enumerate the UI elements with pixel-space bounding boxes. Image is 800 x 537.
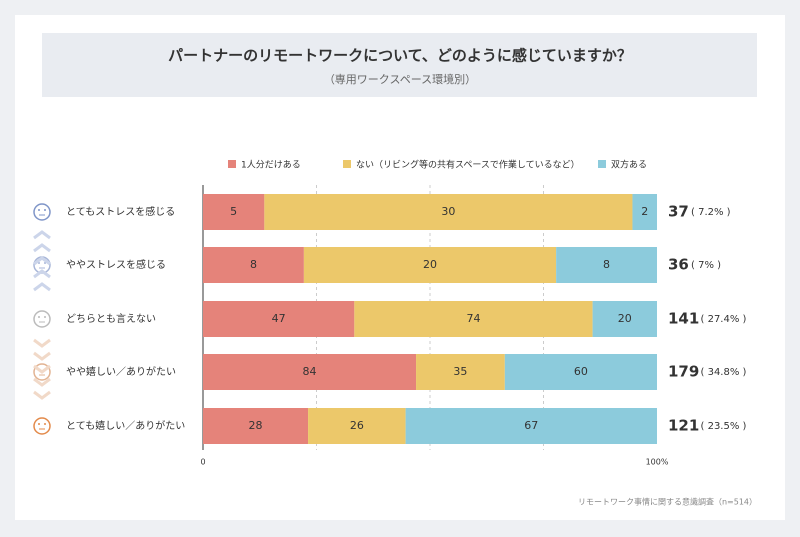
legend-label: 双方ある	[611, 159, 647, 171]
value-label: 67	[524, 419, 538, 432]
chevron	[33, 243, 51, 253]
chevron	[33, 230, 51, 240]
bar-segment	[264, 194, 633, 230]
face-eye	[44, 423, 46, 425]
value-label: 74	[466, 312, 480, 325]
chart-title: パートナーのリモートワークについて、どのように感じていますか？	[168, 47, 632, 65]
face-eye	[44, 316, 46, 318]
bar-segment	[354, 301, 593, 337]
chevron	[33, 377, 51, 387]
legend-swatch	[598, 160, 606, 168]
value-label: 30	[441, 205, 455, 218]
share-label: ( 23.5% )	[701, 421, 747, 432]
value-label: 28	[249, 419, 263, 432]
source: リモートワーク事情に関する意識調査（n=514）	[578, 497, 757, 507]
total-label: 37	[668, 203, 689, 221]
bar-segment	[632, 194, 657, 230]
face-eye	[38, 423, 40, 425]
chevron	[33, 390, 51, 400]
total-label: 179	[668, 363, 699, 381]
bar-segment	[416, 354, 505, 390]
bar-segment	[203, 408, 309, 444]
chevron	[33, 364, 51, 374]
chevron	[33, 351, 51, 361]
bar-segment	[303, 247, 557, 283]
share-label: ( 27.4% )	[701, 314, 747, 325]
legend-swatch	[228, 160, 236, 168]
category-label: やや嬉しい／ありがたい	[66, 365, 176, 378]
value-label: 8	[250, 258, 257, 271]
x-tick-label: 0	[200, 458, 205, 467]
value-label: 35	[453, 365, 467, 378]
chevron	[33, 269, 51, 279]
bar-segment	[203, 354, 417, 390]
value-label: 26	[350, 419, 364, 432]
legend-swatch	[343, 160, 351, 168]
bar-segment	[203, 247, 304, 283]
bar-segment	[203, 194, 265, 230]
face-icon	[33, 417, 51, 435]
bar-segment	[504, 354, 657, 390]
title-box	[42, 33, 757, 97]
category-label: とても嬉しい／ありがたい	[66, 419, 185, 432]
share-label: ( 7.2% )	[691, 207, 731, 218]
chevron	[33, 256, 51, 266]
total-label: 141	[668, 310, 699, 328]
bar-segment	[308, 408, 406, 444]
category-label: とてもストレスを感じる	[66, 205, 175, 218]
value-label: 8	[603, 258, 610, 271]
face-eye	[44, 209, 46, 211]
value-label: 20	[618, 312, 632, 325]
chevron	[33, 338, 51, 348]
value-label: 47	[272, 312, 286, 325]
bar-segment	[203, 301, 355, 337]
chart-subtitle: （専用ワークスペース環境別）	[324, 72, 476, 86]
value-label: 2	[641, 205, 648, 218]
face-eye	[38, 209, 40, 211]
value-label: 5	[230, 205, 237, 218]
value-label: 60	[574, 365, 588, 378]
share-label: ( 34.8% )	[701, 367, 747, 378]
face-icon	[33, 310, 51, 328]
bar-segment	[405, 408, 657, 444]
category-label: ややストレスを感じる	[66, 258, 166, 271]
total-label: 121	[668, 417, 699, 435]
bar-segment	[556, 247, 657, 283]
face-icon	[33, 363, 51, 381]
face-icon	[33, 203, 51, 221]
bar-segment	[592, 301, 657, 337]
legend-label: 1人分だけある	[241, 160, 301, 171]
x-tick-label: 100%	[646, 458, 669, 467]
total-label: 36	[668, 256, 689, 274]
chevron	[33, 282, 51, 292]
value-label: 20	[423, 258, 437, 271]
face-eye	[38, 316, 40, 318]
category-label: どちらとも言えない	[66, 312, 156, 325]
value-label: 84	[303, 365, 317, 378]
legend-label: ない（リビング等の共有スペースで作業しているなど）	[356, 159, 580, 171]
share-label: ( 7% )	[691, 260, 721, 271]
